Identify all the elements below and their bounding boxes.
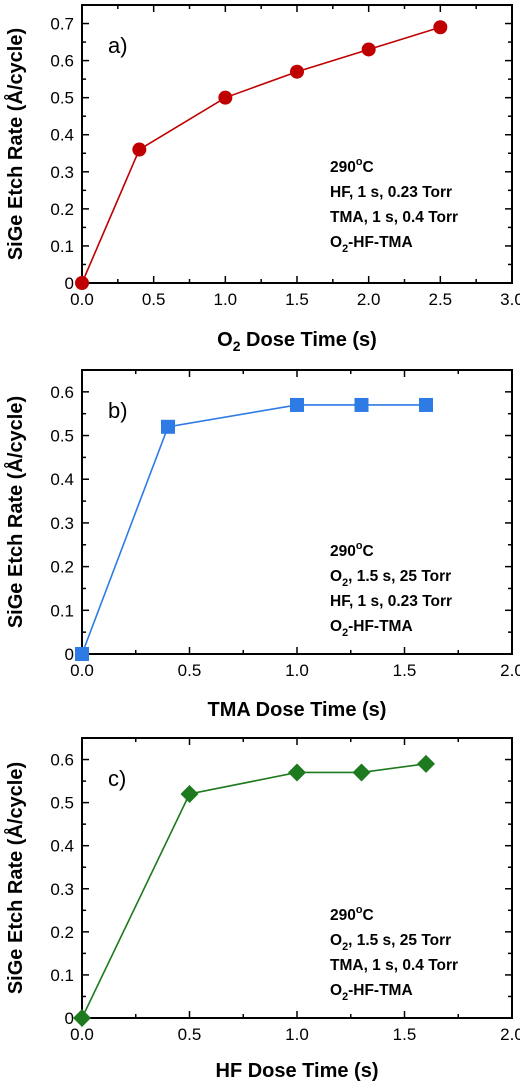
data-point bbox=[288, 763, 306, 782]
data-point bbox=[218, 90, 233, 105]
y-tick-label: 0.3 bbox=[50, 163, 74, 182]
y-tick-label: 0.2 bbox=[50, 923, 74, 942]
data-point bbox=[433, 20, 448, 35]
series-line bbox=[81, 26, 441, 284]
x-tick-label: 1.5 bbox=[285, 290, 309, 309]
y-axis-label: SiGe Etch Rate (Å/cycle) bbox=[3, 28, 27, 260]
y-tick-label: 0.6 bbox=[50, 751, 74, 770]
x-tick-label: 0.5 bbox=[178, 661, 202, 680]
y-axis-label: SiGe Etch Rate (Å/cycle) bbox=[3, 762, 27, 994]
x-tick-label: 1.0 bbox=[214, 290, 238, 309]
data-point bbox=[419, 397, 433, 412]
y-tick-label: 0.5 bbox=[50, 794, 74, 813]
y-tick-label: 0.6 bbox=[50, 52, 74, 71]
data-point bbox=[161, 419, 175, 434]
y-tick-label: 0.5 bbox=[50, 427, 74, 446]
y-tick-label: 0.3 bbox=[50, 880, 74, 899]
annotation-line: TMA, 1 s, 0.4 Torr bbox=[330, 957, 458, 974]
annotation-line: O2-HF-TMA bbox=[330, 618, 413, 639]
x-tick-label: 1.5 bbox=[393, 1025, 417, 1044]
data-point bbox=[132, 142, 147, 157]
annotation-line: HF, 1 s, 0.23 Torr bbox=[330, 184, 452, 201]
y-axis-label: SiGe Etch Rate (Å/cycle) bbox=[3, 396, 27, 628]
x-tick-label: 0.5 bbox=[178, 1025, 202, 1044]
data-point bbox=[352, 763, 371, 782]
series-line bbox=[81, 404, 426, 655]
series-line bbox=[81, 763, 427, 1019]
annotation-line: O2-HF-TMA bbox=[330, 982, 413, 1003]
data-point bbox=[290, 397, 304, 412]
y-tick-label: 0.7 bbox=[50, 15, 74, 34]
data-point bbox=[290, 64, 304, 79]
y-tick-label: 0.4 bbox=[50, 837, 74, 856]
x-tick-label: 0.0 bbox=[70, 661, 94, 680]
x-tick-label: 0.5 bbox=[142, 290, 166, 309]
x-tick-label: 2.0 bbox=[357, 290, 381, 309]
y-tick-label: 0 bbox=[65, 1009, 74, 1028]
annotation-line: 290oC bbox=[330, 156, 374, 176]
x-tick-label: 2.0 bbox=[500, 1025, 520, 1044]
data-point bbox=[354, 397, 369, 412]
x-tick-label: 2.0 bbox=[500, 661, 520, 680]
x-tick-label: 3.0 bbox=[500, 290, 520, 309]
chart-panel-1: 0.0 0.5 1.0 1.5 2.0 2.5 3.0 0 0.1 0.2 0.3 0.4 0.5 0.6… bbox=[3, 4, 520, 354]
y-tick-label: 0.1 bbox=[50, 966, 74, 985]
chart-panel-3: 0.0 0.5 1.0 1.5 2.0 0 0.1 0.2 0.3 0.4 0.5 0.6 HF Dos… bbox=[3, 737, 520, 1082]
annotation-line: 290oC bbox=[330, 540, 374, 560]
data-point bbox=[180, 785, 199, 803]
annotation-line: 290oC bbox=[330, 904, 374, 924]
panel-label: a) bbox=[108, 33, 128, 58]
y-tick-label: 0.6 bbox=[50, 383, 74, 402]
x-tick-label: 0.0 bbox=[70, 290, 94, 309]
panel-label: b) bbox=[108, 398, 128, 423]
y-tick-label: 0.2 bbox=[50, 558, 74, 577]
x-tick-label: 1.0 bbox=[285, 661, 309, 680]
y-tick-label: 0.1 bbox=[50, 601, 74, 620]
x-tick-label: 1.5 bbox=[393, 661, 417, 680]
x-axis-label: HF Dose Time (s) bbox=[216, 1060, 379, 1082]
x-tick-label: 2.5 bbox=[429, 290, 453, 309]
x-axis-label: O2 Dose Time (s) bbox=[217, 329, 377, 354]
data-point bbox=[361, 42, 376, 57]
y-tick-label: 0.4 bbox=[50, 470, 74, 489]
annotation-line: O2-HF-TMA bbox=[330, 234, 413, 255]
chart-panel-2: 0.0 0.5 1.0 1.5 2.0 0 0.1 0.2 0.3 0.4 0.5 0.6 TMA Do… bbox=[3, 369, 520, 721]
y-tick-label: 0.1 bbox=[50, 237, 74, 256]
y-tick-label: 0 bbox=[65, 645, 74, 664]
x-tick-label: 1.0 bbox=[285, 1025, 309, 1044]
y-tick-label: 0 bbox=[65, 274, 74, 293]
data-point bbox=[417, 754, 435, 773]
x-tick-label: 0.0 bbox=[70, 1025, 94, 1044]
annotation-line: O2, 1.5 s, 25 Torr bbox=[330, 932, 451, 953]
annotation-line: TMA, 1 s, 0.4 Torr bbox=[330, 209, 458, 226]
data-point bbox=[75, 647, 89, 661]
x-axis-label: TMA Dose Time (s) bbox=[208, 699, 387, 721]
y-tick-label: 0.3 bbox=[50, 514, 74, 533]
plot-frame bbox=[81, 369, 513, 655]
annotation-line: HF, 1 s, 0.23 Torr bbox=[330, 593, 452, 610]
data-point bbox=[75, 276, 89, 290]
y-tick-label: 0.4 bbox=[50, 126, 74, 145]
annotation-line: O2, 1.5 s, 25 Torr bbox=[330, 568, 451, 589]
y-tick-label: 0.5 bbox=[50, 89, 74, 108]
data-point bbox=[73, 1009, 91, 1027]
y-tick-label: 0.2 bbox=[50, 200, 74, 219]
plot-frame bbox=[81, 4, 513, 284]
panel-label: c) bbox=[108, 766, 126, 791]
